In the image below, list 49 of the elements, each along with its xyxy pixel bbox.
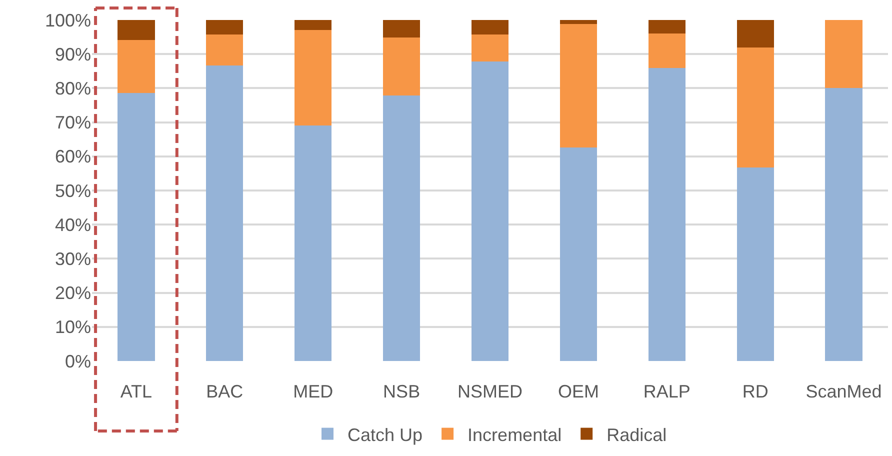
y-tick-label: 70% [54, 112, 91, 133]
bar [294, 20, 332, 30]
x-tick-label: BAC [206, 382, 244, 402]
x-tick-label: OEM [558, 382, 599, 402]
bar [382, 37, 420, 96]
bar [206, 20, 244, 35]
bar [736, 47, 774, 168]
x-tick-label: MED [293, 382, 334, 402]
bar [648, 34, 686, 68]
bar [294, 30, 332, 126]
x-tick-label: RD [742, 382, 768, 402]
x-tick-label: RALP [643, 382, 690, 402]
legend-label: Radical [606, 424, 667, 445]
bar [382, 20, 420, 38]
legend-label: Catch Up [348, 424, 423, 445]
y-tick-label: 80% [54, 78, 91, 98]
y-tick-label: 100% [44, 10, 91, 30]
y-tick-label: 60% [54, 146, 91, 167]
bar [206, 66, 244, 361]
x-tick-label: NSB [383, 382, 420, 402]
y-tick-label: 90% [54, 44, 91, 64]
legend-label: Incremental [468, 424, 562, 445]
bar [560, 148, 598, 361]
y-tick-label: 20% [54, 283, 91, 304]
bar [560, 24, 598, 148]
x-tick-label: ATL [120, 382, 152, 402]
y-tick-label: 0% [64, 351, 91, 372]
bar [736, 167, 774, 361]
bar [736, 20, 774, 48]
bar [825, 20, 862, 88]
x-tick-label: NSMED [457, 382, 523, 402]
bar [118, 92, 155, 361]
bar [118, 20, 155, 40]
bar [206, 34, 244, 66]
x-tick-label: ScanMed [806, 382, 882, 402]
bar [648, 20, 686, 34]
y-tick-label: 50% [54, 180, 91, 201]
y-tick-label: 40% [54, 214, 91, 235]
bar [471, 62, 509, 361]
bar [825, 88, 862, 361]
y-tick-label: 10% [54, 317, 91, 338]
bar [471, 34, 509, 62]
bar [382, 95, 420, 361]
bar [560, 20, 598, 24]
bar [294, 125, 332, 361]
y-tick-label: 30% [54, 249, 91, 269]
bar [118, 40, 155, 93]
bar [471, 20, 509, 35]
bar [648, 68, 686, 361]
